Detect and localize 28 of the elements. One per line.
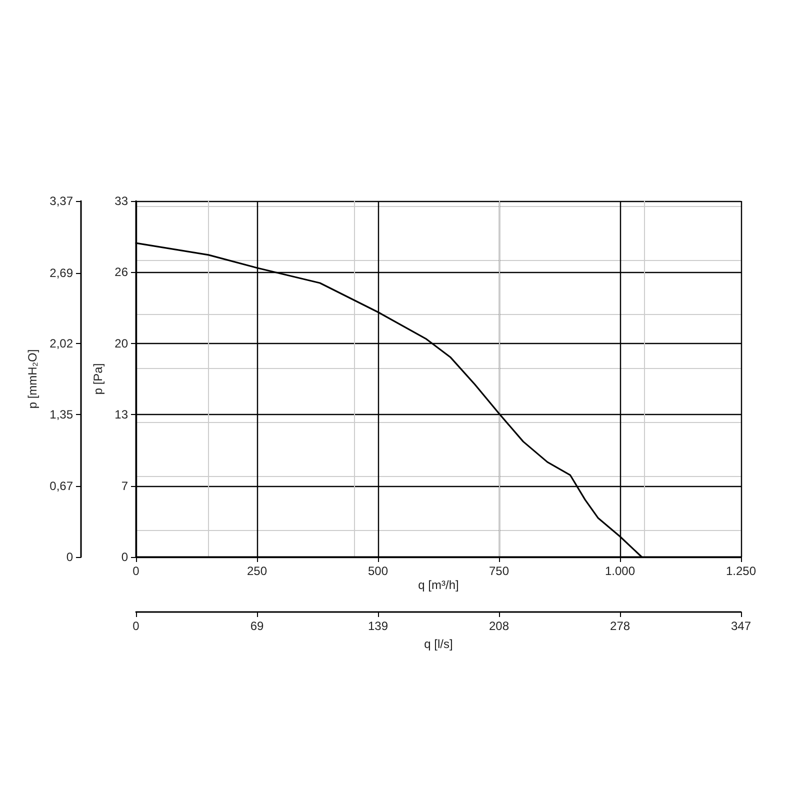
y2-tick-label: 1,35: [50, 407, 74, 422]
y-axis-title: p [Pa]: [90, 363, 105, 395]
x2-tick-label: 278: [610, 619, 630, 633]
y-tick-label: 20: [114, 336, 128, 350]
y2-tick-label: 2,69: [50, 266, 74, 280]
y-tick-label: 33: [114, 194, 128, 208]
x-axis-title: q [m³/h]: [418, 578, 459, 592]
y2-tick-label: 3,37: [50, 194, 74, 208]
x2-axis-title: q [l/s]: [424, 637, 453, 651]
x2-tick-label: 139: [368, 619, 388, 633]
x-tick-label: 1.250: [726, 564, 756, 578]
y2-axis-title: p [mmH₂O]: [26, 349, 40, 409]
y-tick-label: 26: [114, 265, 128, 280]
y2-tick-label: 2,02: [50, 336, 74, 351]
x-tick-label: 1.000: [604, 564, 636, 578]
x2-tick-label: 347: [730, 619, 752, 633]
x-tick-label: 250: [246, 564, 268, 578]
y-tick-label: 0: [121, 550, 128, 564]
y-tick-label: 13: [114, 408, 128, 422]
x-tick-label: 500: [368, 564, 388, 578]
x-tick-label: 0: [132, 564, 140, 578]
x-tick-label: 750: [488, 564, 510, 578]
y2-tick-label: 0,67: [50, 479, 74, 494]
x2-tick-label: 208: [489, 619, 510, 633]
y-tick-label: 7: [121, 478, 128, 493]
x2-tick-label: 0: [132, 619, 140, 633]
x2-tick-label: 69: [250, 619, 264, 633]
y2-tick-label: 0: [66, 550, 74, 564]
